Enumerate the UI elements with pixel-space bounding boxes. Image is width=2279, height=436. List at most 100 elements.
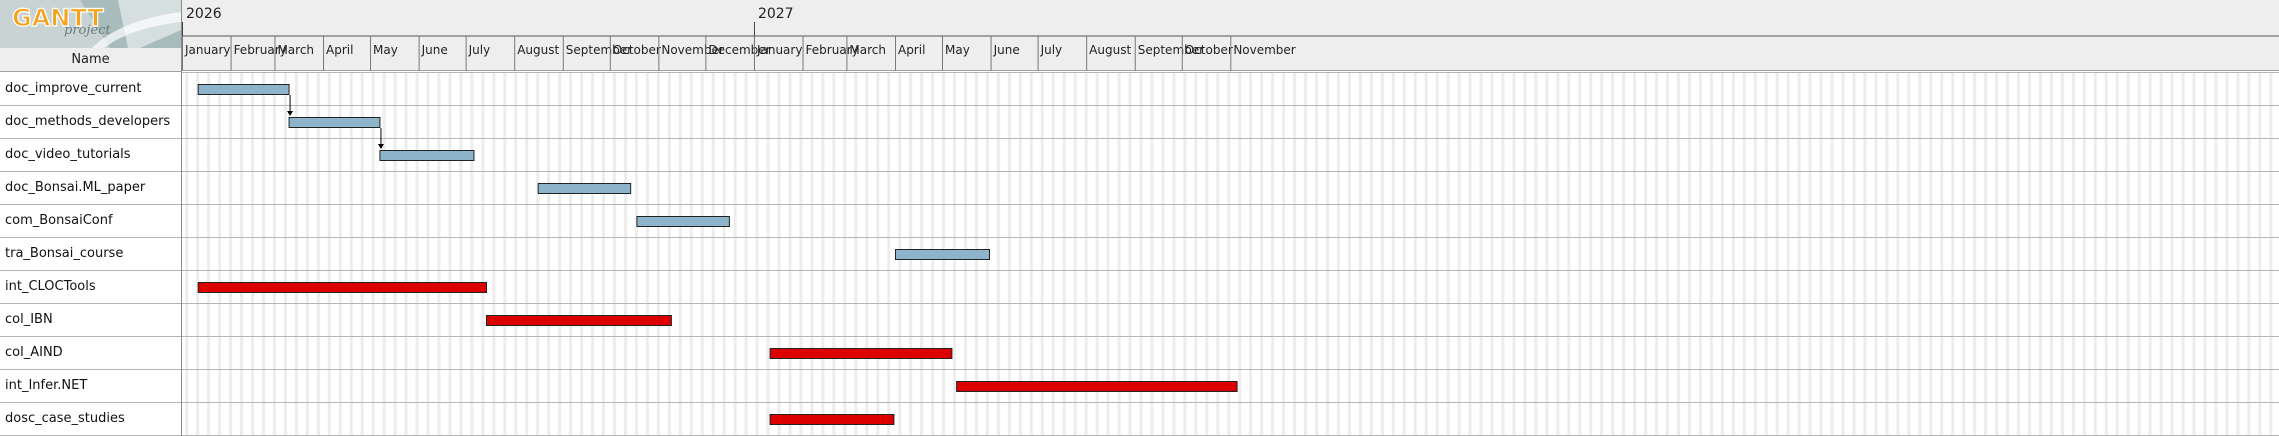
weekend-band — [2137, 72, 2141, 436]
month-label: January — [756, 43, 803, 57]
weekend-band — [1995, 72, 1999, 436]
month-label: June — [421, 43, 448, 57]
column-divider[interactable] — [181, 0, 182, 436]
timeline-area[interactable]: 2026 2027 January February March April May June… — [182, 0, 2279, 436]
weekend-band — [1369, 72, 1373, 436]
task-name-cell[interactable]: int_Infer.NET — [5, 378, 88, 393]
task-name-cell[interactable]: com_BonsaiConf — [5, 213, 113, 228]
weekend-band — [590, 72, 595, 436]
month-label: December — [708, 43, 770, 57]
weekend-band — [525, 72, 529, 436]
weekend-band — [2115, 72, 2119, 436]
weekend-band — [1336, 72, 1341, 436]
weekend-band — [1128, 72, 1132, 436]
weekend-band — [514, 72, 518, 436]
task-bar[interactable] — [769, 348, 953, 359]
name-column-header[interactable]: Name — [0, 48, 181, 72]
weekend-band — [1501, 72, 1505, 436]
task-name-cell[interactable]: doc_methods_developers — [5, 114, 171, 129]
weekend-band — [382, 72, 386, 436]
weekend-band — [1117, 72, 1121, 436]
task-name-cell[interactable]: doc_video_tutorials — [5, 147, 131, 162]
task-bar[interactable] — [485, 315, 672, 326]
weekend-band — [547, 72, 551, 436]
weekend-band — [536, 72, 540, 436]
weekend-band — [733, 72, 737, 436]
weekend-band — [1457, 72, 1461, 436]
weekend-band — [744, 72, 748, 436]
weekend-band — [1633, 72, 1637, 436]
weekend-band — [1654, 72, 1659, 436]
weekend-band — [1687, 72, 1692, 436]
weekend-band — [1018, 72, 1022, 436]
task-name-cell[interactable]: doc_Bonsai.ML_paper — [5, 180, 146, 195]
weekend-band — [1325, 72, 1330, 436]
task-name-cell[interactable]: col_IBN — [5, 312, 53, 327]
weekend-band — [1753, 72, 1757, 436]
weekend-band — [1918, 72, 1922, 436]
weekend-band — [185, 72, 189, 436]
weekend-band — [1676, 72, 1681, 436]
weekend-band — [1238, 72, 1242, 436]
weekend-band — [1742, 72, 1746, 436]
weekend-band — [1040, 72, 1044, 436]
task-bar[interactable] — [636, 216, 730, 227]
weekend-band — [1731, 72, 1735, 436]
logo-sub-text: project — [64, 23, 111, 38]
task-bar[interactable] — [197, 84, 290, 95]
weekend-band — [1709, 72, 1713, 436]
weekend-band — [492, 72, 496, 436]
weekend-band — [1578, 72, 1582, 436]
task-name-cell[interactable]: dosc_case_studies — [5, 411, 125, 426]
weekend-band — [448, 72, 452, 436]
weekend-band — [1797, 72, 1801, 436]
weekend-band — [503, 72, 507, 436]
weekend-band — [239, 72, 244, 436]
task-bar[interactable] — [537, 183, 632, 194]
weekend-band — [1051, 72, 1055, 436]
task-name-cell[interactable]: col_AIND — [5, 345, 63, 360]
month-label: February — [234, 43, 287, 57]
year-label: 2026 — [186, 6, 222, 22]
task-bar[interactable] — [379, 150, 475, 161]
weekend-band — [1479, 72, 1483, 436]
task-bar[interactable] — [769, 414, 895, 425]
weekend-band — [360, 72, 364, 436]
weekend-band — [569, 72, 573, 436]
weekend-band — [1205, 72, 1209, 436]
table-row-separator — [0, 171, 181, 172]
weekend-band — [1314, 72, 1319, 436]
weekend-band — [558, 72, 562, 436]
weekend-band — [1720, 72, 1724, 436]
weekend-band — [1962, 72, 1966, 436]
task-name-cell[interactable]: tra_Bonsai_course — [5, 246, 124, 261]
weekend-band — [481, 72, 485, 436]
weekend-band — [1589, 72, 1593, 436]
weekend-band — [1303, 72, 1308, 436]
weekend-band — [2093, 72, 2097, 436]
task-bar[interactable] — [894, 249, 991, 260]
weekend-band — [294, 72, 298, 436]
table-row-separator — [0, 105, 181, 106]
table-row-separator — [0, 237, 181, 238]
task-bar[interactable] — [956, 381, 1238, 392]
weekend-band — [1095, 72, 1099, 436]
weekend-band — [1556, 72, 1560, 436]
weekend-band — [437, 72, 441, 436]
weekend-band — [1271, 72, 1275, 436]
task-bar[interactable] — [197, 282, 487, 293]
task-name-cell[interactable]: doc_improve_current — [5, 81, 142, 96]
weekend-band — [1567, 72, 1571, 436]
weekend-band — [2126, 72, 2130, 436]
task-name-cell[interactable]: int_CLOCTools — [5, 279, 96, 294]
weekend-band — [843, 72, 847, 436]
weekend-band — [2027, 72, 2032, 436]
weekend-band — [711, 72, 715, 436]
weekend-band — [1490, 72, 1494, 436]
weekend-band — [316, 72, 320, 436]
weekend-band — [689, 72, 693, 436]
month-label: May — [945, 43, 970, 57]
month-label: November — [661, 43, 723, 57]
weekend-band — [1380, 72, 1384, 436]
task-bar[interactable] — [288, 117, 381, 128]
